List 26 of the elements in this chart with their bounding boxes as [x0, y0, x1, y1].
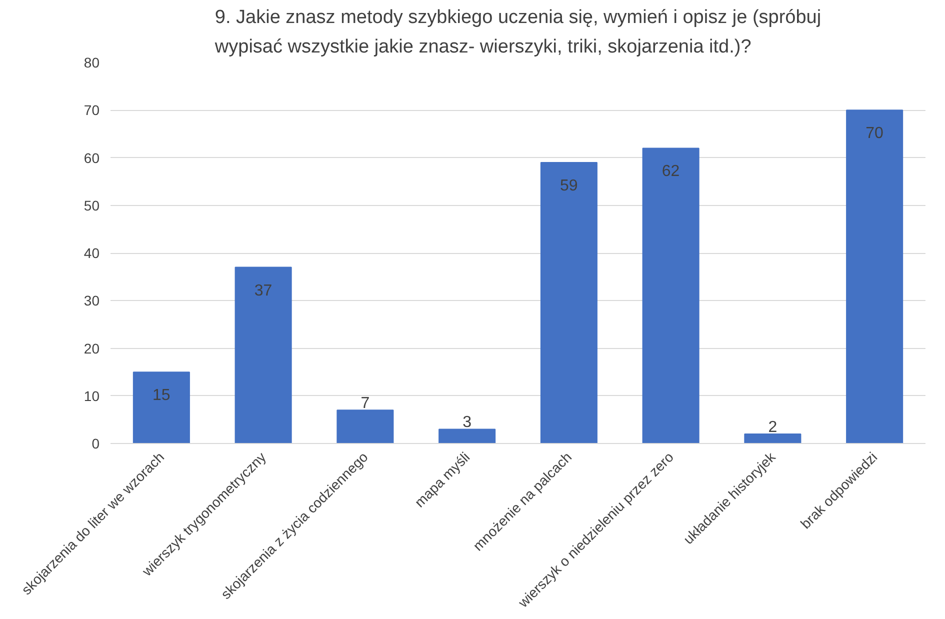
y-tick-label: 0 [92, 436, 100, 452]
bar [642, 148, 700, 444]
data-label: 3 [462, 414, 472, 432]
data-label: 70 [866, 125, 884, 142]
y-tick-label: 30 [84, 292, 100, 309]
bar [744, 433, 802, 444]
y-tick-label: 60 [84, 150, 100, 166]
bar [132, 372, 190, 444]
data-label: 2 [768, 418, 778, 436]
bar [438, 428, 496, 444]
y-tick-label: 20 [84, 340, 100, 356]
data-label: 37 [254, 282, 272, 300]
data-label: 15 [152, 387, 170, 404]
data-label: 59 [560, 178, 578, 195]
data-label: 62 [662, 163, 680, 180]
y-tick-label: 40 [84, 245, 100, 261]
chart-title: 9. Jakie znasz metody szybkiego uczenia się, wymień i opisz je (spróbuj wypisać wszystkie jakie znasz- wierszyki, triki, skojarzenia itd.)? [214, 7, 822, 58]
y-tick-label: 10 [84, 388, 100, 404]
bar [846, 110, 904, 444]
bar [336, 410, 394, 444]
bar [234, 266, 292, 444]
y-tick-label: 80 [84, 54, 100, 70]
y-tick-label: 70 [84, 102, 100, 118]
y-tick-label: 50 [84, 197, 100, 214]
data-label: 7 [360, 395, 370, 412]
bar [540, 162, 598, 444]
